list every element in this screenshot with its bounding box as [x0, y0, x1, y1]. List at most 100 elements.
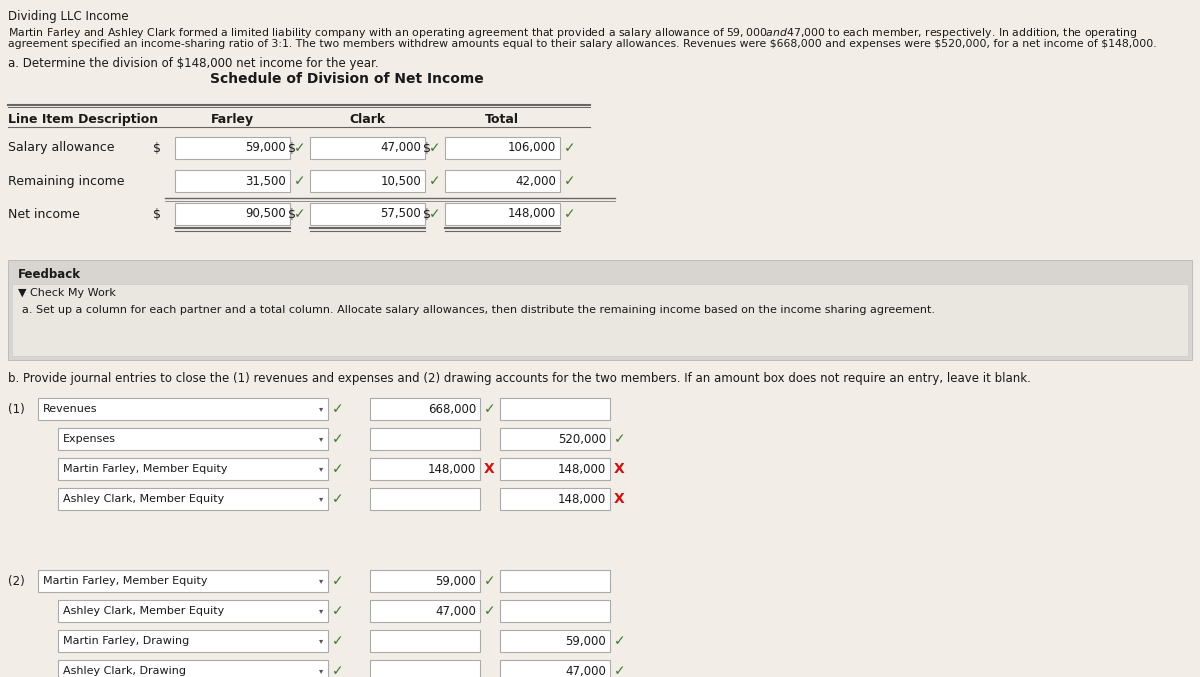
- Bar: [445, 203, 560, 225]
- Text: ✓: ✓: [332, 492, 343, 506]
- Bar: [310, 203, 425, 225]
- Text: 148,000: 148,000: [508, 207, 556, 221]
- Text: ▾: ▾: [319, 607, 323, 615]
- Text: ✓: ✓: [614, 664, 625, 677]
- Text: a. Set up a column for each partner and a total column. Allocate salary allowanc: a. Set up a column for each partner and …: [22, 305, 935, 315]
- Text: ✓: ✓: [332, 664, 343, 677]
- Bar: [58, 428, 328, 450]
- Bar: [500, 428, 610, 450]
- Text: 59,000: 59,000: [436, 575, 476, 588]
- Text: Expenses: Expenses: [64, 434, 116, 444]
- Text: Feedback: Feedback: [18, 268, 82, 281]
- Text: ✓: ✓: [332, 574, 343, 588]
- Text: 59,000: 59,000: [245, 141, 286, 154]
- Bar: [500, 570, 610, 592]
- Text: 31,500: 31,500: [245, 175, 286, 188]
- Text: 90,500: 90,500: [245, 207, 286, 221]
- Text: ✓: ✓: [484, 402, 496, 416]
- Text: Remaining income: Remaining income: [8, 175, 125, 188]
- Bar: [370, 458, 480, 480]
- Bar: [500, 600, 610, 622]
- Text: ✓: ✓: [484, 604, 496, 618]
- Text: 520,000: 520,000: [558, 433, 606, 445]
- Text: ✓: ✓: [294, 174, 306, 188]
- Text: (1): (1): [8, 403, 25, 416]
- Bar: [370, 570, 480, 592]
- Text: a. Determine the division of $148,000 net income for the year.: a. Determine the division of $148,000 ne…: [8, 57, 379, 70]
- Bar: [310, 170, 425, 192]
- Bar: [370, 600, 480, 622]
- Bar: [12, 284, 1188, 356]
- Text: ▾: ▾: [319, 435, 323, 443]
- Bar: [370, 630, 480, 652]
- Text: ▾: ▾: [319, 404, 323, 414]
- Text: $: $: [154, 141, 161, 154]
- Text: 59,000: 59,000: [565, 634, 606, 647]
- Text: ✓: ✓: [484, 574, 496, 588]
- Text: (2): (2): [8, 575, 25, 588]
- Text: ▾: ▾: [319, 666, 323, 676]
- Text: ✓: ✓: [564, 174, 576, 188]
- Text: Martin Farley and Ashley Clark formed a limited liability company with an operat: Martin Farley and Ashley Clark formed a …: [8, 26, 1138, 40]
- Text: Martin Farley, Drawing: Martin Farley, Drawing: [64, 636, 190, 646]
- Text: Farley: Farley: [210, 113, 253, 126]
- Bar: [175, 170, 290, 192]
- Text: ✓: ✓: [294, 141, 306, 155]
- Text: ✓: ✓: [332, 462, 343, 476]
- Text: 47,000: 47,000: [380, 141, 421, 154]
- Bar: [500, 458, 610, 480]
- Text: X: X: [614, 462, 625, 476]
- Text: Total: Total: [485, 113, 520, 126]
- Text: 106,000: 106,000: [508, 141, 556, 154]
- Bar: [310, 137, 425, 159]
- Text: agreement specified an income-sharing ratio of 3:1. The two members withdrew amo: agreement specified an income-sharing ra…: [8, 39, 1157, 49]
- Text: 668,000: 668,000: [427, 403, 476, 416]
- Text: ▾: ▾: [319, 577, 323, 586]
- Bar: [175, 137, 290, 159]
- Text: Ashley Clark, Member Equity: Ashley Clark, Member Equity: [64, 606, 224, 616]
- Bar: [58, 660, 328, 677]
- Text: X: X: [614, 492, 625, 506]
- Text: $: $: [154, 207, 161, 221]
- Text: ✓: ✓: [564, 207, 576, 221]
- Text: Dividing LLC Income: Dividing LLC Income: [8, 10, 128, 23]
- Bar: [38, 398, 328, 420]
- Bar: [58, 630, 328, 652]
- Text: ✓: ✓: [332, 634, 343, 648]
- Bar: [58, 488, 328, 510]
- Text: Clark: Clark: [349, 113, 385, 126]
- Text: 10,500: 10,500: [380, 175, 421, 188]
- Text: Ashley Clark, Drawing: Ashley Clark, Drawing: [64, 666, 186, 676]
- Text: Martin Farley, Member Equity: Martin Farley, Member Equity: [64, 464, 228, 474]
- Text: ✓: ✓: [614, 432, 625, 446]
- Text: Ashley Clark, Member Equity: Ashley Clark, Member Equity: [64, 494, 224, 504]
- Text: Salary allowance: Salary allowance: [8, 141, 114, 154]
- Bar: [58, 458, 328, 480]
- Text: 47,000: 47,000: [436, 605, 476, 617]
- Text: Revenues: Revenues: [43, 404, 97, 414]
- Text: Martin Farley, Member Equity: Martin Farley, Member Equity: [43, 576, 208, 586]
- Text: 148,000: 148,000: [427, 462, 476, 475]
- Text: $: $: [288, 141, 296, 154]
- Text: ✓: ✓: [564, 141, 576, 155]
- Text: ▾: ▾: [319, 494, 323, 504]
- Bar: [370, 428, 480, 450]
- Text: ✓: ✓: [332, 402, 343, 416]
- Text: ✓: ✓: [332, 432, 343, 446]
- Text: 47,000: 47,000: [565, 665, 606, 677]
- Bar: [445, 137, 560, 159]
- Text: b. Provide journal entries to close the (1) revenues and expenses and (2) drawin: b. Provide journal entries to close the …: [8, 372, 1031, 385]
- Bar: [500, 488, 610, 510]
- Text: 57,500: 57,500: [380, 207, 421, 221]
- Text: ✓: ✓: [294, 207, 306, 221]
- Bar: [370, 488, 480, 510]
- Bar: [500, 398, 610, 420]
- Bar: [38, 570, 328, 592]
- Text: ✓: ✓: [332, 604, 343, 618]
- Bar: [8, 260, 1192, 360]
- Text: 148,000: 148,000: [558, 492, 606, 506]
- Text: ✓: ✓: [430, 141, 440, 155]
- Text: $: $: [424, 207, 431, 221]
- Bar: [370, 398, 480, 420]
- Text: ▼ Check My Work: ▼ Check My Work: [18, 288, 116, 298]
